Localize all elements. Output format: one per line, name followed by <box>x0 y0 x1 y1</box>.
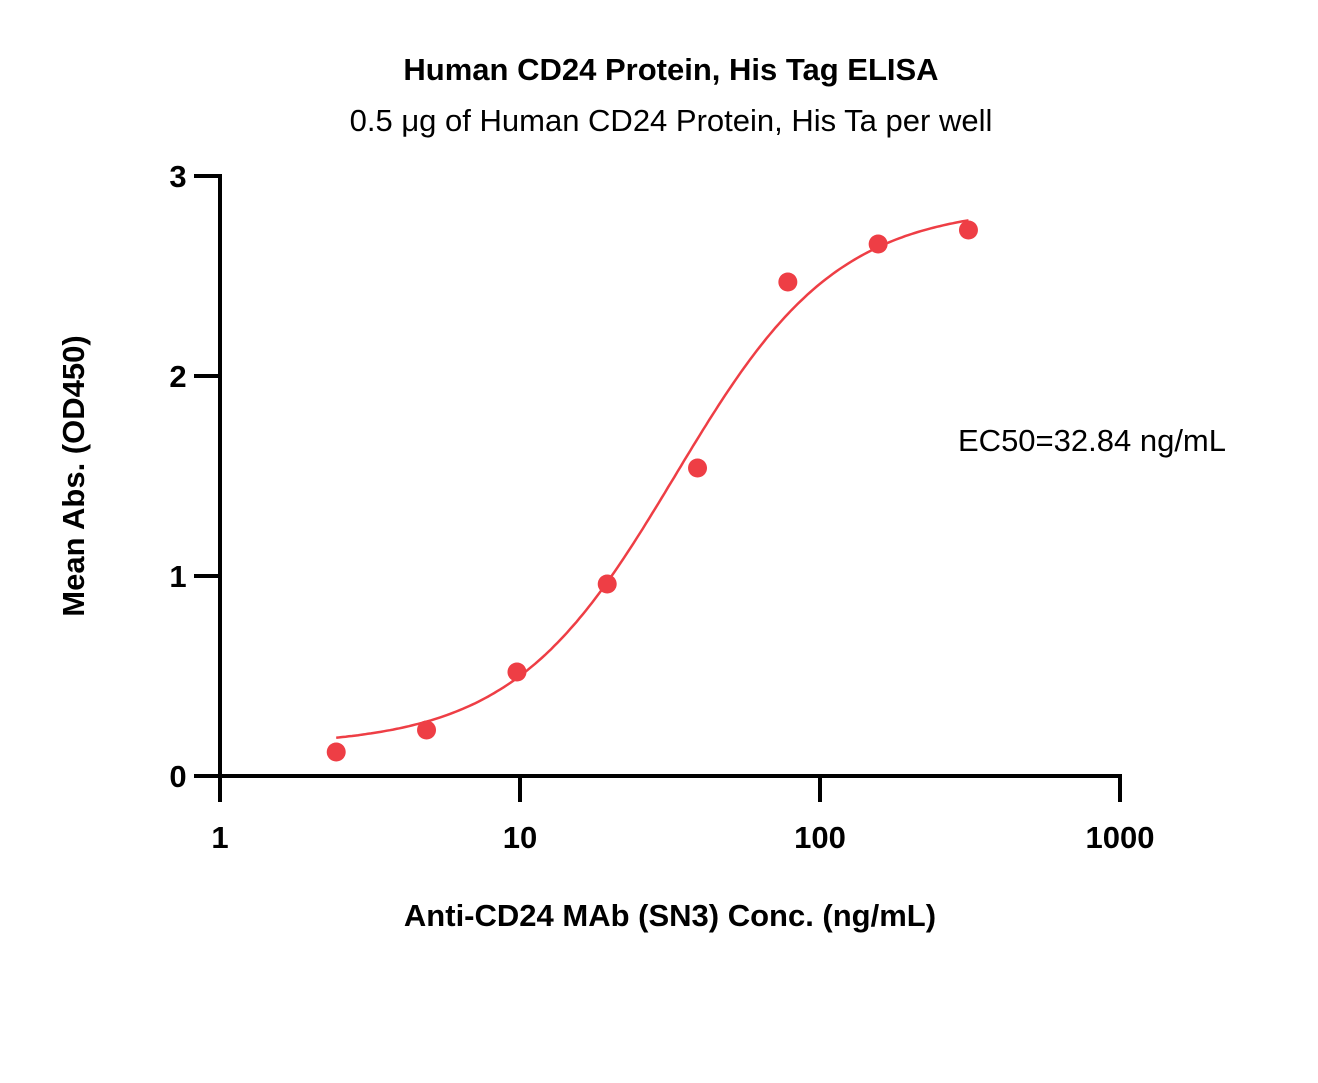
data-point <box>778 272 798 292</box>
chart-title: Human CD24 Protein, His Tag ELISA <box>403 52 938 87</box>
data-point <box>507 662 527 682</box>
x-tick-label: 10 <box>503 820 537 855</box>
x-axis-title: Anti-CD24 MAb (SN3) Conc. (ng/mL) <box>404 898 936 933</box>
data-points <box>326 220 978 762</box>
y-tick-label: 2 <box>169 359 186 394</box>
axes <box>218 174 1121 778</box>
data-point <box>868 234 888 254</box>
ec50-annotation: EC50=32.84 ng/mL <box>958 423 1226 458</box>
data-point <box>597 574 617 594</box>
data-point <box>688 458 708 478</box>
y-ticks: 0 1 2 3 <box>169 159 222 794</box>
x-tick-label: 1000 <box>1086 820 1155 855</box>
x-ticks: 1 10 100 1000 <box>211 774 1154 855</box>
x-tick-label: 1 <box>211 820 228 855</box>
data-point <box>958 220 978 240</box>
data-point <box>417 720 437 740</box>
fit-curve <box>336 219 969 739</box>
data-point <box>326 742 346 762</box>
chart-subtitle: 0.5 μg of Human CD24 Protein, His Ta per… <box>350 103 993 138</box>
y-tick-label: 0 <box>169 759 186 794</box>
y-tick-label: 3 <box>169 159 186 194</box>
y-axis-title: Mean Abs. (OD450) <box>56 335 91 616</box>
x-tick-label: 100 <box>794 820 846 855</box>
y-tick-label: 1 <box>169 559 186 594</box>
